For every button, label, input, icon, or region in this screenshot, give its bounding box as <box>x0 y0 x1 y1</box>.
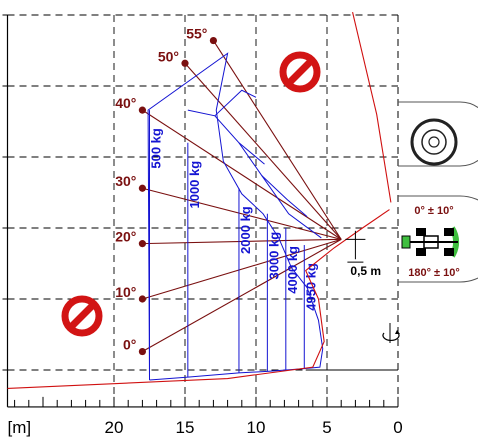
envelope-front <box>305 209 390 300</box>
boom-angle-line <box>142 238 342 353</box>
boom-angle-point <box>209 36 217 45</box>
boom-angle-line <box>184 62 342 240</box>
boom-angle-label: 30° <box>115 173 136 189</box>
load-arc <box>238 142 265 165</box>
load-arc <box>214 89 257 117</box>
x-tick-label: 15 <box>176 418 195 437</box>
right-panel: 0° ± 10° 180° ± 10° <box>382 101 478 343</box>
x-tick-label: 5 <box>322 418 331 437</box>
front-tolerance-label: 0° ± 10° <box>414 205 453 217</box>
load-arc <box>187 109 322 239</box>
load-label: 4000 kg <box>285 246 300 294</box>
rotation-icon <box>382 323 400 343</box>
distance-label: 0,5 m <box>350 264 381 278</box>
x-tick-label: 20 <box>105 418 124 437</box>
boom-angle-line <box>142 109 342 240</box>
boom-angle-point <box>181 59 189 67</box>
x-tick-label: 10 <box>247 418 266 437</box>
load-envelope <box>147 52 324 381</box>
rear-tolerance-label: 180° ± 10° <box>408 267 460 279</box>
boom-angle-label: 50° <box>158 48 179 64</box>
boom-angle-point <box>138 295 146 303</box>
tyre-frame <box>398 101 478 167</box>
load-arc <box>261 175 308 218</box>
boom-angle-label: 40° <box>115 95 136 111</box>
boom-angle-line <box>142 238 342 245</box>
tyre-icon <box>410 118 458 166</box>
boom-angle-label: 0° <box>123 337 136 353</box>
boom-angle-point <box>138 184 146 192</box>
boom-angle-label: 55° <box>186 26 207 42</box>
boom-angle-label: 20° <box>115 229 136 245</box>
boom-angle-point <box>138 347 146 356</box>
load-label: 4950 kg <box>303 263 318 311</box>
machine-topview-icon <box>401 226 460 258</box>
envelope-right <box>352 12 392 203</box>
boom-angle-point <box>138 106 146 114</box>
load-label: 500 kg <box>149 128 164 169</box>
boom-angle-line <box>212 40 342 240</box>
load-label: 1000 kg <box>187 161 202 209</box>
load-label: 2000 kg <box>238 206 253 254</box>
no-entry-icon <box>61 295 103 337</box>
no-entry-icon <box>279 51 321 93</box>
machine-frame <box>398 195 478 283</box>
boom-angle-line <box>142 238 342 300</box>
boom-angle-line <box>142 187 342 240</box>
envelope-lower <box>7 298 325 390</box>
x-unit-label: [m] <box>8 418 32 437</box>
x-tick-label: 0 <box>393 418 402 437</box>
boom-angle-point <box>138 240 146 248</box>
boom-angle-label: 10° <box>115 284 136 300</box>
load-label: 3000 kg <box>266 232 281 280</box>
